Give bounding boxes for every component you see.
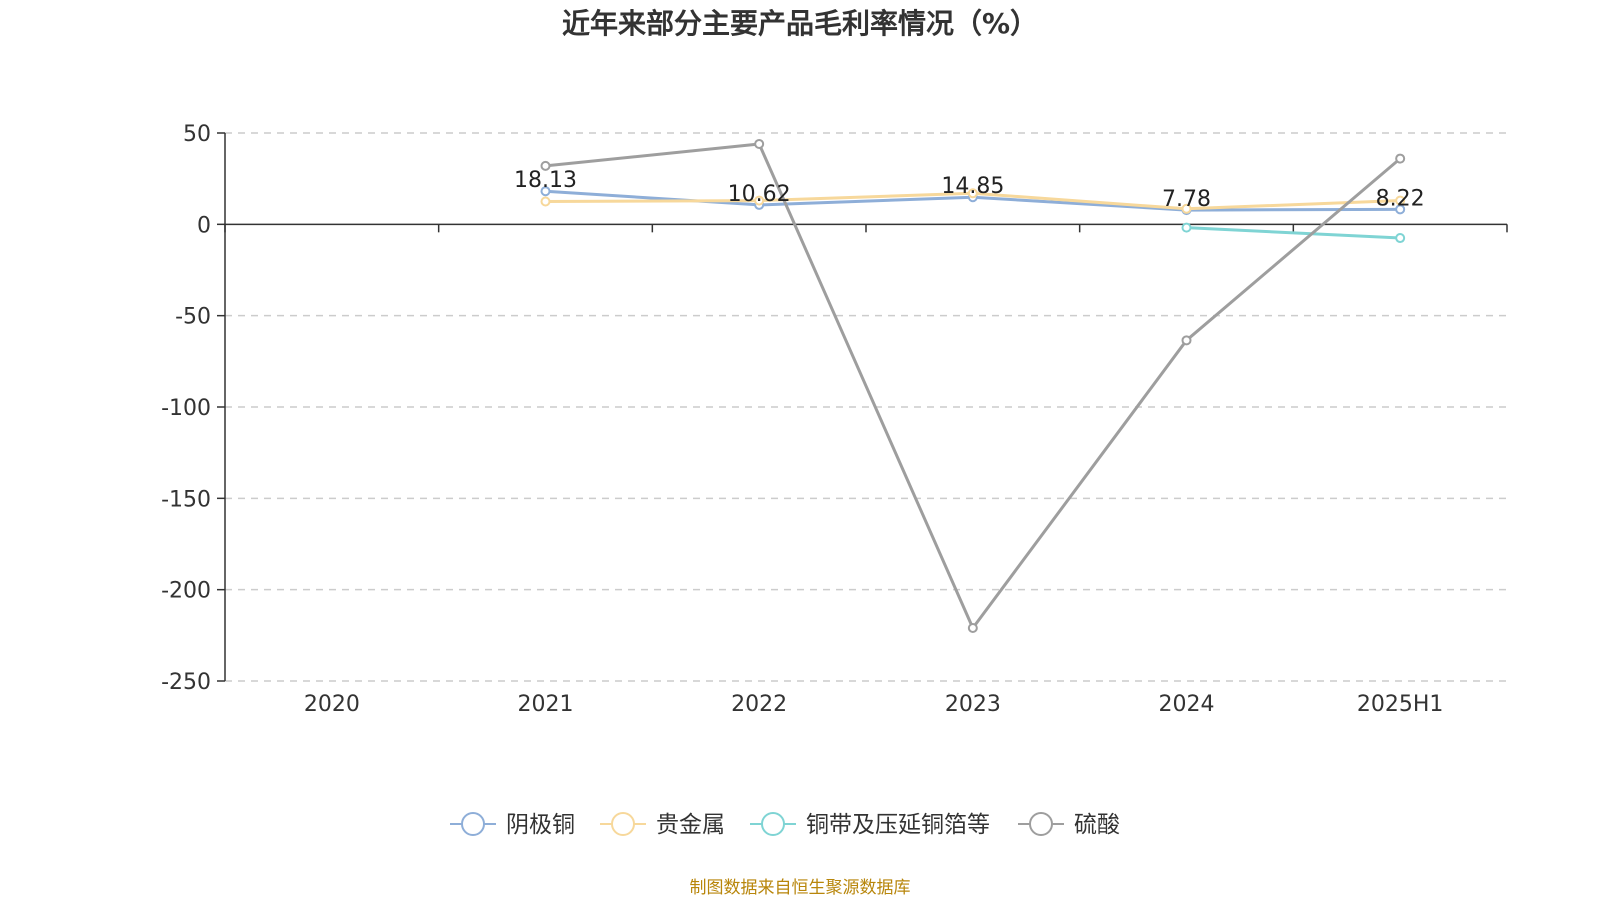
data-point	[754, 195, 765, 206]
grid-layer	[225, 132, 1507, 682]
legend-label: 贵金属	[656, 812, 725, 838]
legend-label: 硫酸	[1074, 812, 1120, 838]
data-label: 7.78	[1162, 187, 1211, 212]
x-tick-label: 2020	[304, 692, 360, 717]
x-tick-label: 2023	[945, 692, 1001, 717]
legend-label: 铜带及压延铜箔等	[806, 812, 990, 838]
y-tick-label: 50	[183, 122, 211, 147]
data-point	[1181, 335, 1192, 346]
legend-item[interactable]: 阴极铜	[450, 812, 575, 838]
y-tick-label: -50	[175, 305, 211, 330]
y-tick-label: -150	[161, 487, 211, 512]
x-tick-label: 2025H1	[1357, 692, 1444, 717]
legend-marker	[1029, 812, 1053, 836]
series-line-3	[545, 142, 1402, 630]
data-point	[540, 160, 551, 171]
axis-layer: 50 0 -50 -100 -150 -200 -250 2020 2021 2022 2023 20…	[161, 122, 1508, 717]
series-layer	[540, 138, 1406, 634]
data-point	[967, 623, 978, 634]
data-point	[1395, 233, 1406, 244]
data-point	[540, 196, 551, 207]
legend-marker	[461, 812, 485, 836]
legend-item[interactable]: 贵金属	[600, 812, 725, 838]
y-tick-label: 0	[197, 213, 211, 238]
legend-item[interactable]: 铜带及压延铜箔等	[750, 812, 990, 838]
legend-marker	[611, 812, 635, 836]
data-label: 18.13	[514, 168, 577, 193]
legend-item[interactable]: 硫酸	[1018, 812, 1120, 838]
data-label: 8.22	[1376, 186, 1425, 211]
source-note: 制图数据来自恒生聚源数据库	[690, 878, 911, 898]
x-tick-label: 2024	[1159, 692, 1215, 717]
y-tick-label: -200	[161, 579, 211, 604]
y-tick-label: -100	[161, 396, 211, 421]
legend-marker	[761, 812, 785, 836]
chart-title: 近年来部分主要产品毛利率情况（%）	[562, 7, 1038, 40]
x-tick-label: 2022	[731, 692, 787, 717]
data-label: 14.85	[941, 174, 1004, 199]
data-point	[540, 186, 551, 197]
data-point	[1395, 153, 1406, 164]
data-point	[754, 138, 765, 149]
data-point	[1181, 222, 1192, 233]
data-label-layer: 18.13 10.62 14.85 7.78 8.22	[514, 168, 1425, 212]
data-point	[1395, 195, 1406, 206]
data-point	[1181, 203, 1192, 214]
series-line-2	[1186, 226, 1401, 240]
legend-label: 阴极铜	[506, 812, 575, 838]
x-tick-label: 2021	[518, 692, 574, 717]
legend: 阴极铜 贵金属 铜带及压延铜箔等 硫酸	[450, 812, 1120, 838]
y-tick-label: -250	[161, 670, 211, 695]
data-label: 10.62	[728, 182, 791, 207]
data-point	[967, 188, 978, 199]
